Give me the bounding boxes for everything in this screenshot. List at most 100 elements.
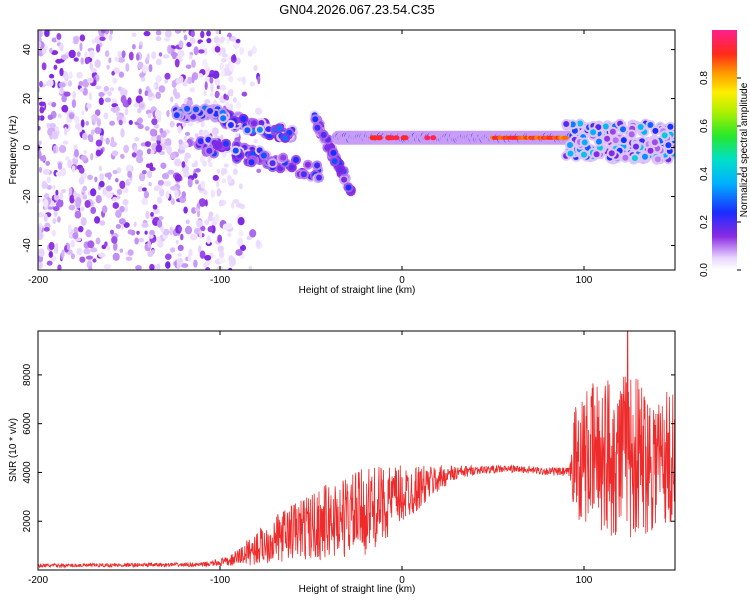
heatmap-cell	[99, 220, 106, 226]
heatmap-cell	[174, 189, 179, 199]
heatmap-cell	[164, 30, 172, 38]
heatmap-cell	[199, 250, 206, 259]
heatmap-cell	[57, 113, 62, 119]
heatmap-cell	[237, 216, 245, 226]
heatmap-cell	[185, 64, 192, 69]
heatmap-cell	[170, 198, 176, 205]
heatmap-cell	[255, 239, 261, 248]
heatmap-cell	[269, 160, 276, 167]
colorbar-tick-label: 0.6	[699, 119, 710, 133]
heatmap-cell	[110, 107, 118, 112]
heatmap-cell	[112, 169, 118, 175]
heatmap-cell	[48, 241, 55, 251]
heatmap-cell	[288, 164, 295, 171]
heatmap-cell	[156, 196, 163, 204]
heatmap-cell	[111, 236, 118, 244]
snr-x-label: Height of straight line (km)	[299, 584, 416, 595]
heatmap-cell	[620, 137, 627, 144]
heatmap-cell	[91, 38, 96, 45]
heatmap-cell	[98, 252, 106, 258]
heatmap-cell	[152, 204, 158, 210]
heatmap-cell	[120, 88, 128, 98]
spectrogram-y-tick-label: 0	[22, 144, 33, 150]
heatmap-cell	[214, 142, 221, 149]
heatmap-cell	[216, 188, 222, 197]
heatmap-cell	[89, 62, 93, 70]
heatmap-cell	[147, 250, 154, 258]
heatmap-cell	[203, 90, 207, 97]
heatmap-cell	[134, 137, 140, 142]
heatmap-cell	[622, 154, 629, 161]
heatmap-cell	[203, 262, 207, 269]
heatmap-cell	[612, 137, 619, 144]
heatmap-cell	[191, 59, 196, 68]
heatmap-cell	[633, 143, 639, 150]
heatmap-cell	[211, 46, 216, 54]
heatmap-cell	[204, 76, 211, 82]
heatmap-cell	[193, 160, 198, 168]
heatmap-cell	[194, 133, 199, 138]
heatmap-cell	[204, 189, 208, 196]
heatmap-cell	[79, 87, 84, 93]
heatmap-cell	[581, 151, 587, 158]
heatmap-cell	[61, 94, 67, 103]
heatmap-cell	[160, 137, 165, 144]
snr-y-tick-label: 4000	[22, 461, 33, 484]
heatmap-cell	[51, 184, 56, 190]
heatmap-cell	[170, 96, 174, 103]
colorbar-gradient	[712, 30, 737, 270]
heatmap-cell	[642, 153, 648, 160]
heatmap-cell	[84, 57, 90, 65]
heatmap-cell	[53, 193, 60, 201]
heatmap-cell	[52, 145, 57, 154]
heatmap-cell	[183, 135, 188, 141]
heatmap-cell	[38, 166, 43, 173]
heatmap-cell	[46, 176, 52, 183]
heatmap-cell	[112, 197, 118, 202]
snr-y-tick-label: 6000	[22, 412, 33, 435]
heatmap-cell	[108, 57, 112, 64]
heatmap-cell	[254, 107, 263, 115]
heatmap-cell	[55, 189, 59, 196]
heatmap-cell	[131, 152, 137, 158]
snr-panel: -200 -100 0 100 2000 4000 6000 8000 Height of …	[8, 330, 676, 595]
heatmap-cell	[102, 205, 108, 214]
heatmap-cell	[136, 53, 140, 61]
heatmap-cell	[67, 159, 73, 168]
heatmap-cell	[51, 131, 59, 140]
heatmap-cell	[593, 151, 600, 158]
heatmap-cell	[138, 172, 146, 182]
heatmap-cell	[103, 264, 111, 270]
heatmap-cell	[562, 135, 569, 140]
heatmap-cell	[116, 188, 123, 196]
heatmap-cell	[199, 229, 203, 239]
heatmap-cell	[185, 219, 190, 225]
heatmap-cell	[214, 46, 221, 53]
heatmap-cell	[157, 216, 164, 221]
heatmap-cell	[51, 229, 56, 237]
heatmap-cell	[125, 63, 130, 72]
heatmap-cell	[152, 208, 160, 215]
heatmap-cell	[230, 35, 237, 42]
heatmap-cell	[59, 42, 64, 52]
heatmap-cell	[38, 41, 42, 48]
heatmap-cell	[94, 126, 102, 135]
heatmap-cell	[111, 70, 115, 76]
heatmap-cell	[38, 197, 41, 204]
heatmap-cell	[130, 229, 136, 236]
heatmap-cell	[204, 219, 210, 226]
heatmap-cell	[104, 50, 110, 58]
heatmap-cell	[175, 78, 182, 85]
heatmap-cell	[70, 239, 75, 248]
heatmap-cell	[138, 88, 142, 95]
heatmap-cell	[198, 198, 206, 207]
snr-y-ticks: 2000 4000 6000 8000	[22, 363, 675, 532]
heatmap-cell	[87, 77, 94, 84]
heatmap-cell	[108, 34, 113, 41]
heatmap-cell	[105, 185, 113, 192]
heatmap-cell	[39, 155, 47, 162]
heatmap-cell	[177, 226, 183, 232]
heatmap-cell	[223, 140, 229, 147]
heatmap-cell	[204, 199, 208, 207]
